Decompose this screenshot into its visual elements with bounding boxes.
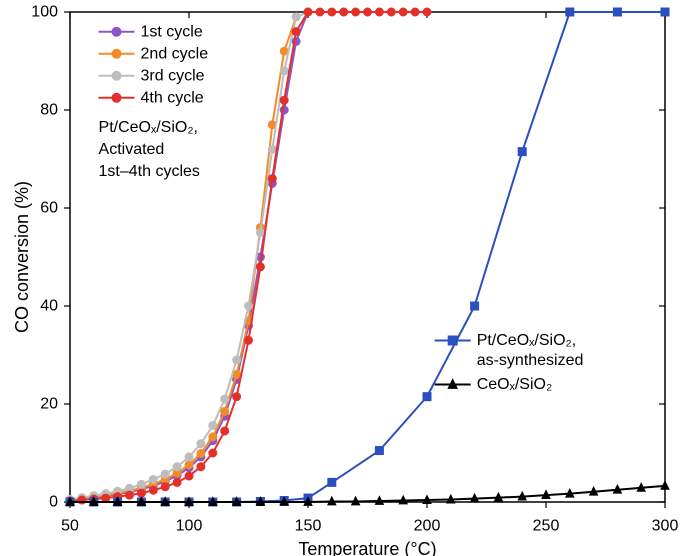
- svg-text:50: 50: [61, 517, 79, 534]
- svg-text:100: 100: [176, 517, 203, 534]
- svg-text:100: 100: [31, 4, 58, 21]
- svg-text:2nd cycle: 2nd cycle: [141, 45, 209, 62]
- svg-text:CO conversion (%): CO conversion (%): [12, 181, 32, 333]
- chart-svg: 50 100 150 200 250 300 0 20 40 60 80 100 Temperature…: [0, 0, 685, 556]
- svg-text:80: 80: [40, 102, 58, 119]
- svg-text:4th cycle: 4th cycle: [141, 89, 204, 106]
- svg-text:Temperature (°C): Temperature (°C): [298, 539, 436, 556]
- svg-text:as-synthesized: as-synthesized: [477, 352, 584, 369]
- svg-text:Activated: Activated: [99, 141, 165, 158]
- svg-text:40: 40: [40, 298, 58, 315]
- co-conversion-chart: 50 100 150 200 250 300 0 20 40 60 80 100 Temperature…: [0, 0, 685, 556]
- svg-text:250: 250: [533, 517, 560, 534]
- svg-text:Pt/CeOₓ/SiO₂,: Pt/CeOₓ/SiO₂,: [99, 119, 198, 136]
- svg-text:60: 60: [40, 200, 58, 217]
- svg-text:200: 200: [414, 517, 441, 534]
- svg-text:Pt/CeOₓ/SiO₂,: Pt/CeOₓ/SiO₂,: [477, 332, 576, 349]
- legend-lower: [435, 336, 471, 388]
- svg-text:300: 300: [652, 517, 679, 534]
- svg-text:CeOₓ/SiO₂: CeOₓ/SiO₂: [477, 376, 552, 393]
- svg-text:1st–4th cycles: 1st–4th cycles: [99, 163, 200, 180]
- svg-text:0: 0: [49, 494, 58, 511]
- svg-text:20: 20: [40, 396, 58, 413]
- series-cycle4: [66, 8, 431, 505]
- legend-upper: [99, 27, 135, 102]
- svg-text:150: 150: [295, 517, 322, 534]
- svg-text:1st cycle: 1st cycle: [141, 23, 203, 40]
- svg-text:3rd cycle: 3rd cycle: [141, 67, 205, 84]
